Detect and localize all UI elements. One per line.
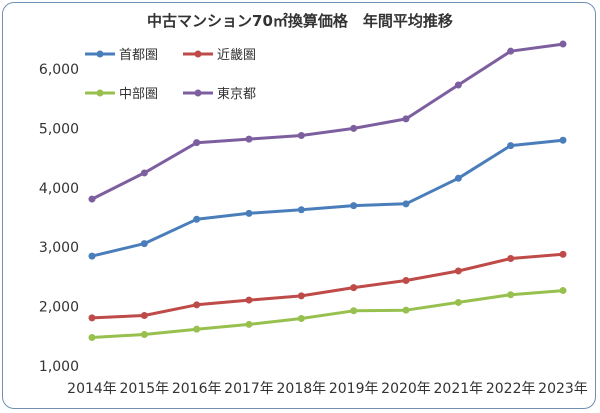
series-東京都 xyxy=(88,40,567,203)
data-point xyxy=(454,298,462,306)
x-tick-label: 2021年 xyxy=(434,381,484,397)
x-tick-label: 2020年 xyxy=(381,381,431,397)
series-line xyxy=(91,252,564,320)
series-首都圏 xyxy=(88,136,567,260)
x-tick-label: 2017年 xyxy=(224,381,274,397)
data-point xyxy=(559,136,567,144)
data-point xyxy=(559,287,567,295)
data-point xyxy=(140,331,148,339)
series-中部圏 xyxy=(88,287,567,341)
data-point xyxy=(245,320,253,328)
legend-label: 首都圏 xyxy=(119,48,158,63)
data-point xyxy=(350,202,358,210)
chart-title: 中古マンション70㎡換算価格 年間平均推移 xyxy=(147,12,453,30)
data-point xyxy=(507,291,515,299)
data-point xyxy=(402,306,410,314)
data-point xyxy=(507,142,515,150)
legend-item: 東京都 xyxy=(183,86,256,102)
y-tick-label: 6,000 xyxy=(39,62,79,78)
data-point xyxy=(245,296,253,304)
legend-label: 東京都 xyxy=(217,86,256,102)
data-point xyxy=(454,267,462,275)
data-point xyxy=(245,209,253,217)
data-point xyxy=(454,81,462,89)
legend-marker xyxy=(96,89,104,97)
data-point xyxy=(559,250,567,258)
data-point xyxy=(402,200,410,208)
x-tick-label: 2018年 xyxy=(277,381,327,397)
x-axis: 2014年 2015年 2016年 2017年 2018年 2019年 2020年 2021年… xyxy=(67,381,588,397)
data-point xyxy=(297,292,305,300)
data-point xyxy=(193,301,201,309)
data-point xyxy=(350,124,358,132)
y-tick-label: 1,000 xyxy=(39,359,79,375)
x-tick-label: 2014年 xyxy=(67,381,117,397)
data-point xyxy=(193,325,201,333)
data-point xyxy=(140,240,148,248)
data-point xyxy=(454,174,462,182)
x-tick-label: 2019年 xyxy=(329,381,379,397)
data-point xyxy=(297,206,305,214)
data-point xyxy=(88,195,96,203)
legend-item: 中部圏 xyxy=(85,87,158,102)
legend-marker xyxy=(194,89,202,97)
legend-marker xyxy=(96,50,104,58)
data-point xyxy=(507,254,515,262)
y-tick-label: 5,000 xyxy=(39,121,79,137)
data-point xyxy=(140,312,148,320)
series-line xyxy=(91,138,564,258)
data-point xyxy=(193,139,201,147)
x-tick-label: 2023年 xyxy=(538,381,588,397)
legend-item: 首都圏 xyxy=(85,48,158,63)
series-line xyxy=(91,289,564,339)
data-point xyxy=(297,314,305,322)
legend-marker xyxy=(194,50,202,58)
data-point xyxy=(350,307,358,315)
data-point xyxy=(88,333,96,341)
y-axis: 1,000 2,000 3,000 4,000 5,000 6,000 xyxy=(39,62,79,375)
series-line xyxy=(91,42,564,201)
data-point xyxy=(350,284,358,292)
data-point xyxy=(402,276,410,284)
y-tick-label: 2,000 xyxy=(39,300,79,316)
y-tick-label: 4,000 xyxy=(39,181,79,197)
data-point xyxy=(193,215,201,223)
data-point xyxy=(140,169,148,177)
plot-area xyxy=(88,40,567,341)
data-point xyxy=(88,314,96,322)
data-point xyxy=(507,47,515,55)
data-point xyxy=(402,115,410,123)
data-point xyxy=(245,135,253,143)
x-tick-label: 2015年 xyxy=(120,381,170,397)
legend-label: 近畿圏 xyxy=(217,48,256,63)
y-tick-label: 3,000 xyxy=(39,240,79,256)
legend-label: 中部圏 xyxy=(119,87,158,102)
data-point xyxy=(88,252,96,260)
legend-item: 近畿圏 xyxy=(183,48,256,63)
x-tick-label: 2022年 xyxy=(486,381,536,397)
data-point xyxy=(297,132,305,140)
x-tick-label: 2016年 xyxy=(172,381,222,397)
series-近畿圏 xyxy=(88,250,567,322)
chart-frame xyxy=(2,2,596,409)
data-point xyxy=(559,40,567,48)
